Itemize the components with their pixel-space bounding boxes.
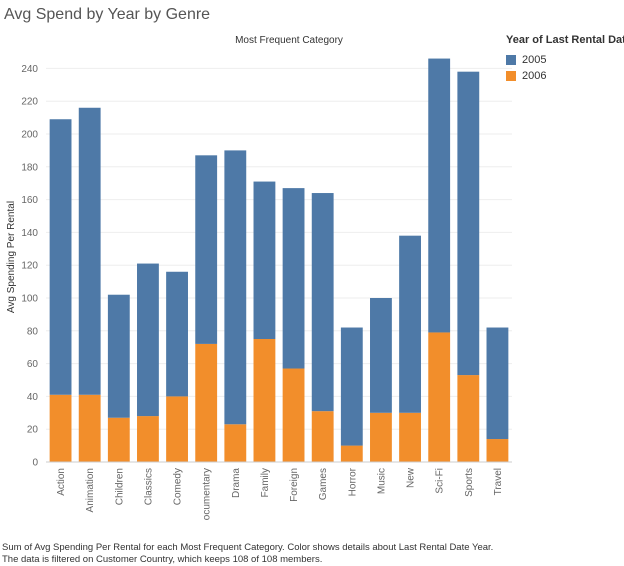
y-tick-label-220: 220 bbox=[21, 97, 38, 108]
bar-music-2006 bbox=[370, 412, 392, 462]
chart-title: Avg Spend by Year by Genre bbox=[4, 6, 211, 23]
y-tick-label-80: 80 bbox=[27, 326, 39, 337]
bar-foreign-2005 bbox=[282, 188, 305, 369]
bar-new-2006 bbox=[399, 412, 421, 462]
y-tick-label-180: 180 bbox=[21, 162, 38, 173]
bar-sports-2005 bbox=[457, 71, 480, 376]
x-tick-label-children: Children bbox=[114, 468, 125, 505]
x-tick-label-classics: Classics bbox=[143, 468, 154, 505]
x-tick-label-action: Action bbox=[56, 468, 67, 496]
chart-caption: Sum of Avg Spending Per Rental for each … bbox=[2, 542, 494, 565]
bar-action-2005 bbox=[49, 119, 72, 395]
y-tick-label-20: 20 bbox=[27, 425, 39, 436]
bar-drama-2005 bbox=[224, 150, 247, 425]
bar-documentary-2006 bbox=[195, 343, 218, 462]
x-tick-label-sports: Sports bbox=[464, 468, 475, 497]
legend-title: Year of Last Rental Date bbox=[506, 34, 624, 46]
x-tick-label-foreign: Foreign bbox=[289, 468, 300, 502]
legend-item-2006[interactable]: 2006 bbox=[506, 68, 624, 84]
bar-horror-2006 bbox=[340, 445, 363, 462]
bar-family-2006 bbox=[253, 339, 276, 462]
legend-swatch-2006 bbox=[506, 71, 516, 81]
x-tick-label-music: Music bbox=[376, 468, 387, 494]
x-tick-label-drama: Drama bbox=[231, 468, 242, 498]
legend-label-2006: 2006 bbox=[522, 70, 547, 82]
y-tick-label-40: 40 bbox=[27, 392, 39, 403]
bar-documentary-2005 bbox=[195, 155, 218, 344]
bar-animation-2006 bbox=[78, 394, 101, 462]
bar-sci-fi-2005 bbox=[428, 58, 451, 333]
y-tick-label-100: 100 bbox=[21, 294, 38, 305]
x-tick-label-sci-fi: Sci-Fi bbox=[435, 468, 446, 494]
y-tick-label-200: 200 bbox=[21, 130, 38, 141]
bar-classics-2005 bbox=[137, 263, 159, 417]
x-tick-label-new: New bbox=[406, 467, 417, 488]
bar-travel-2005 bbox=[486, 327, 509, 440]
bar-family-2005 bbox=[253, 181, 276, 339]
y-tick-label-240: 240 bbox=[21, 64, 38, 75]
x-tick-label-comedy: Comedy bbox=[173, 468, 184, 505]
y-tick-label-60: 60 bbox=[27, 359, 39, 370]
chart-area: Most Frequent Category 0 20 40 60 80 100 120 140… bbox=[6, 35, 512, 527]
bar-drama-2006 bbox=[224, 424, 247, 462]
bar-games-2006 bbox=[311, 411, 334, 462]
bar-chart: Most Frequent Category 0 20 40 60 80 100 120 140… bbox=[6, 35, 512, 527]
bar-foreign-2006 bbox=[282, 368, 305, 462]
x-tick-label-games: Games bbox=[318, 468, 329, 500]
bar-animation-2005 bbox=[78, 107, 101, 395]
legend-item-2005[interactable]: 2005 bbox=[506, 52, 624, 68]
bar-comedy-2006 bbox=[166, 396, 188, 462]
bar-children-2005 bbox=[107, 294, 130, 418]
bar-sports-2006 bbox=[457, 375, 480, 462]
bar-new-2005 bbox=[399, 235, 421, 413]
x-tick-label-animation: Animation bbox=[85, 468, 96, 512]
y-axis-label: Avg Spending Per Rental bbox=[6, 201, 17, 313]
bar-children-2006 bbox=[107, 417, 130, 462]
bar-action-2006 bbox=[49, 394, 72, 462]
legend-swatch-2005 bbox=[506, 55, 516, 65]
bar-sci-fi-2006 bbox=[428, 332, 451, 462]
chart-header-title: Most Frequent Category bbox=[235, 35, 343, 46]
y-tick-label-120: 120 bbox=[21, 261, 38, 272]
y-tick-label-0: 0 bbox=[32, 458, 38, 469]
bar-comedy-2005 bbox=[166, 271, 188, 397]
y-tick-label-160: 160 bbox=[21, 195, 38, 206]
bar-games-2005 bbox=[311, 193, 334, 412]
x-tick-label-documentary: Documentary bbox=[202, 468, 213, 520]
bar-travel-2006 bbox=[486, 439, 509, 462]
legend-label-2005: 2005 bbox=[522, 54, 547, 66]
bar-music-2005 bbox=[370, 298, 392, 413]
x-tick-label-travel: Travel bbox=[493, 468, 504, 495]
x-tick-label-family: Family bbox=[260, 468, 271, 497]
legend: Year of Last Rental Date 2005 2006 bbox=[506, 34, 624, 84]
bar-classics-2006 bbox=[137, 416, 159, 462]
bar-horror-2005 bbox=[340, 327, 363, 446]
x-tick-label-horror: Horror bbox=[347, 467, 358, 496]
y-tick-label-140: 140 bbox=[21, 228, 38, 239]
